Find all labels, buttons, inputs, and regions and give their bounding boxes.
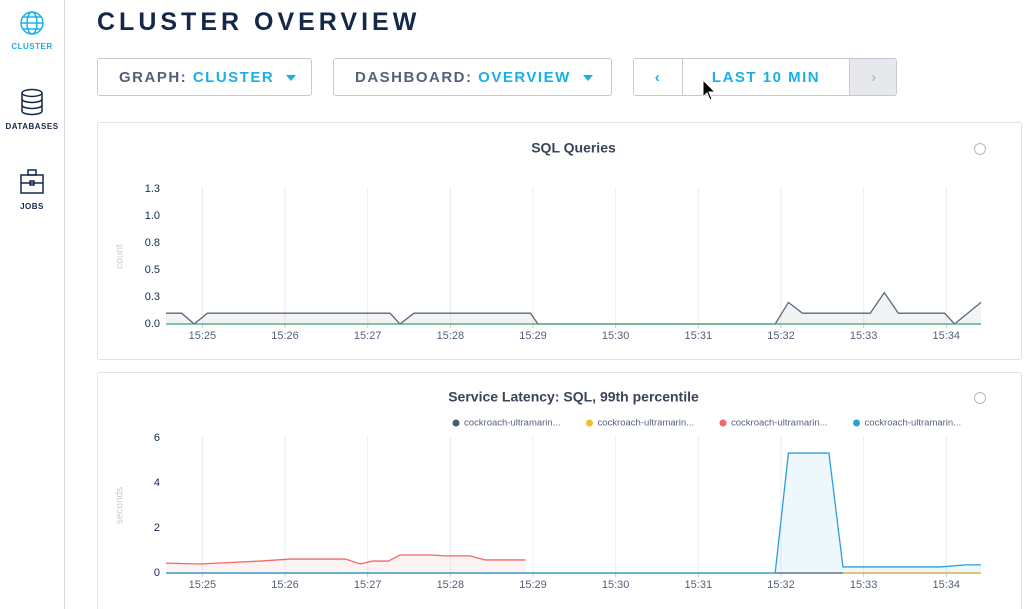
x-tick-label: 15:26 xyxy=(271,330,299,342)
icon-database xyxy=(21,88,43,116)
select-value: OVERVIEW xyxy=(478,69,571,86)
x-tick-label: 15:25 xyxy=(189,330,217,342)
icon-briefcase xyxy=(20,169,44,194)
x-tick-label: 15:33 xyxy=(850,579,878,591)
sidebar: CLUSTER DATABASES JOBS xyxy=(0,0,65,609)
x-tick-label: 15:34 xyxy=(933,330,961,342)
legend-label: cockroach-ultramarin... xyxy=(865,418,962,429)
y-tick-label: 2 xyxy=(154,522,160,534)
time-range-label[interactable]: LAST 10 MIN xyxy=(711,69,821,86)
chart-title: Service Latency: SQL, 99th percentile xyxy=(448,389,699,405)
y-tick-label: 1.0 xyxy=(145,210,160,222)
area xyxy=(166,292,981,324)
x-tick-label: 15:27 xyxy=(354,579,382,591)
page-title: CLUSTER OVERVIEW xyxy=(97,8,421,36)
x-tick-label: 15:25 xyxy=(189,579,217,591)
chart-panel xyxy=(97,372,1022,609)
y-tick-label: 0.3 xyxy=(145,291,160,303)
nav-label: DATABASES xyxy=(5,122,59,131)
legend-label: cockroach-ultramarin... xyxy=(731,418,828,429)
chart-panel xyxy=(97,122,1022,360)
nav-databases[interactable]: DATABASES xyxy=(0,88,64,131)
x-tick-label: 15:30 xyxy=(602,330,630,342)
y-tick-label: 1.3 xyxy=(145,183,160,195)
legend-label: cockroach-ultramarin... xyxy=(598,418,695,429)
y-axis-label: seconds xyxy=(115,487,126,524)
legend-swatch xyxy=(719,419,727,427)
select-label: DASHBOARD: xyxy=(355,69,473,86)
legend-label: cockroach-ultramarin... xyxy=(464,418,561,429)
line xyxy=(165,554,526,565)
x-tick-label: 15:34 xyxy=(933,579,961,591)
legend-swatch xyxy=(853,419,860,427)
next-button[interactable]: › xyxy=(849,59,896,95)
x-tick-label: 15:30 xyxy=(602,579,630,591)
nav-label: JOBS xyxy=(20,202,44,211)
x-tick-label: 15:31 xyxy=(685,579,713,591)
select-value: CLUSTER xyxy=(192,69,275,86)
x-tick-label: 15:27 xyxy=(354,330,382,342)
nav-cluster[interactable]: CLUSTER xyxy=(0,10,64,51)
chart-title: SQL Queries xyxy=(531,140,616,156)
nav-label: CLUSTER xyxy=(11,42,53,51)
x-tick-label: 15:29 xyxy=(519,579,547,591)
x-tick-label: 15:32 xyxy=(767,330,795,342)
line xyxy=(166,452,981,574)
y-tick-label: 0.0 xyxy=(145,318,160,330)
legend-swatch xyxy=(586,419,593,427)
select-label: GRAPH: xyxy=(119,69,188,86)
y-tick-label: 0.8 xyxy=(145,237,160,249)
nav-jobs[interactable]: JOBS xyxy=(0,168,64,211)
x-tick-label: 15:28 xyxy=(437,579,465,591)
y-tick-label: 0.5 xyxy=(145,264,160,276)
x-tick-label: 15:26 xyxy=(271,579,299,591)
line xyxy=(166,291,982,325)
graph-select[interactable]: GRAPH: CLUSTER xyxy=(97,58,312,96)
x-tick-label: 15:28 xyxy=(437,330,465,342)
prev-button[interactable]: ‹ xyxy=(634,59,683,95)
x-tick-label: 15:31 xyxy=(685,330,713,342)
dashboard-select[interactable]: DASHBOARD: OVERVIEW xyxy=(333,58,612,96)
legend-swatch xyxy=(452,419,460,427)
y-tick-label: 4 xyxy=(154,477,160,489)
y-tick-label: 6 xyxy=(154,432,160,444)
info-icon xyxy=(974,143,986,404)
icon-globe xyxy=(20,11,44,35)
y-tick-label: 0 xyxy=(154,567,160,579)
x-tick-label: 15:33 xyxy=(850,330,878,342)
area xyxy=(166,555,526,573)
y-axis-label: count xyxy=(115,244,126,269)
x-tick-label: 15:32 xyxy=(767,579,795,591)
area xyxy=(166,453,981,573)
x-tick-label: 15:29 xyxy=(519,330,547,342)
time-range: ‹ LAST 10 MIN › xyxy=(633,58,897,96)
